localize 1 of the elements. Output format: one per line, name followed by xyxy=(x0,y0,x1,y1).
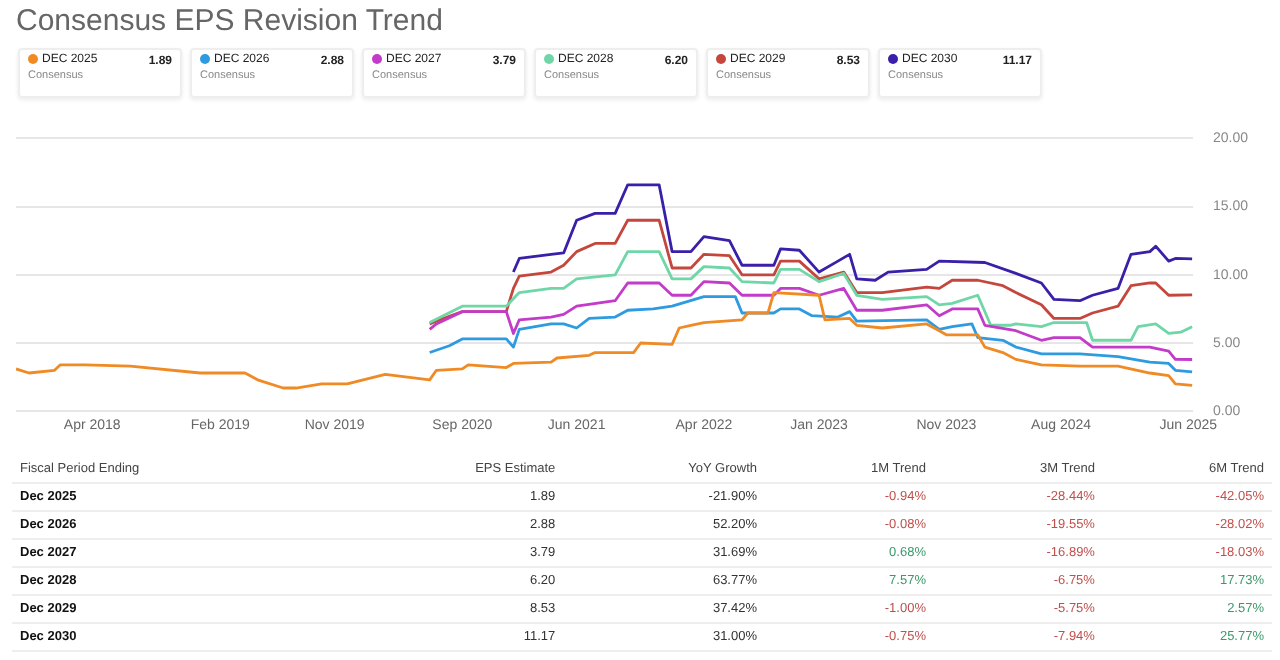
chart-title: Consensus EPS Revision Trend xyxy=(16,4,443,38)
